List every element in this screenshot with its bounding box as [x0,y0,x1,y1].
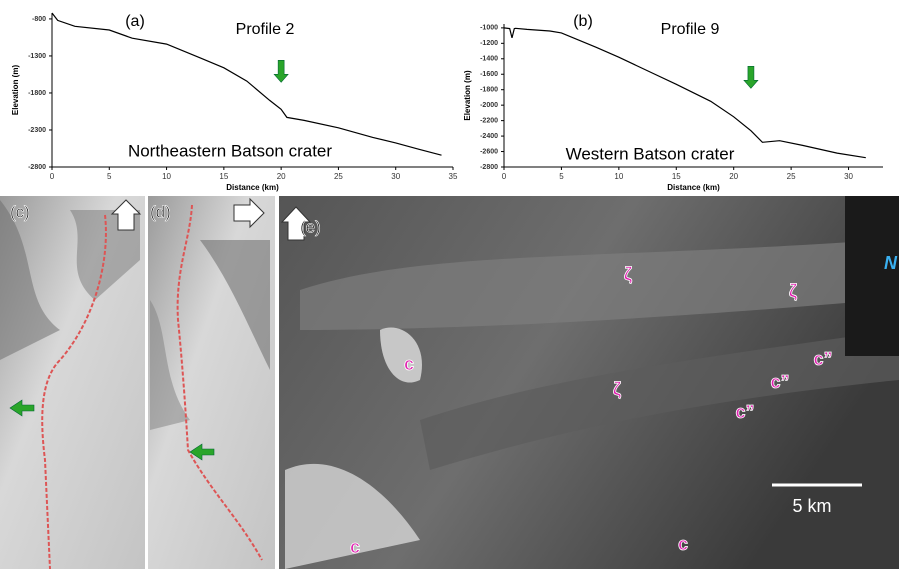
annotation: c” [770,372,789,392]
y-tick-label: -1200 [480,40,498,47]
x-tick-label: 10 [162,172,171,181]
x-tick-label: 25 [787,172,796,181]
x-tick-label: 5 [107,172,112,181]
y-tick-label: -2800 [480,164,498,171]
arrow [744,66,758,88]
y-tick-label: -1800 [480,87,498,94]
y-tick-label: -2200 [480,117,498,124]
x-tick-label: 10 [614,172,623,181]
annotation: c [404,354,414,374]
y-tick-label: -1800 [28,90,46,97]
x-tick-label: 15 [672,172,681,181]
panel-label: (e) [300,217,321,236]
y-tick-label: -2000 [480,102,498,109]
panel-label: (d) [150,202,171,221]
y-axis-label: Elevation (m) [11,65,20,116]
annotation: ζ [624,264,632,285]
panel-label: (a) [125,13,145,30]
x-tick-label: 30 [391,172,400,181]
panel-d [148,196,275,569]
x-tick-label: 5 [559,172,564,181]
profile-line [504,28,866,158]
panel-label: (b) [573,13,593,30]
y-tick-label: -2400 [480,133,498,140]
y-axis-label: Elevation (m) [463,70,472,121]
y-tick-label: -1000 [480,25,498,32]
north-label: N [884,253,898,273]
chart-title: Profile 2 [236,21,295,38]
x-tick-label: 35 [449,172,458,181]
x-tick-label: 0 [50,172,55,181]
x-tick-label: 0 [502,172,507,181]
panel-label: (c) [10,202,30,221]
x-axis-label: Distance (km) [667,183,720,192]
annotation: ζ [789,281,797,302]
y-tick-label: -1600 [480,71,498,78]
scale-bar-label: 5 km [792,496,831,516]
annotation: Western Batson crater [566,144,735,163]
x-tick-label: 20 [277,172,286,181]
x-tick-label: 30 [844,172,853,181]
annotation: c [350,537,360,557]
y-tick-label: -1300 [28,53,46,60]
y-tick-label: -2800 [28,164,46,171]
y-tick-label: -2600 [480,148,498,155]
annotation: c” [813,349,832,369]
figure: -800 -1300 -1800 -2300 -2800 0 5 10 15 20 25 30 35 Di… [0,0,899,569]
arrow [274,60,288,82]
panel-c [0,196,145,569]
y-tick-label: -1400 [480,56,498,63]
chart-title: Profile 9 [661,21,720,38]
x-tick-label: 15 [219,172,228,181]
x-tick-label: 25 [334,172,343,181]
annotation: c [678,534,688,554]
y-tick-label: -800 [32,16,46,23]
annotation: c” [735,402,754,422]
annotation: Northeastern Batson crater [128,141,332,160]
x-axis-label: Distance (km) [226,183,279,192]
y-tick-label: -2300 [28,127,46,134]
x-tick-label: 20 [729,172,738,181]
annotation: ζ [613,379,621,400]
